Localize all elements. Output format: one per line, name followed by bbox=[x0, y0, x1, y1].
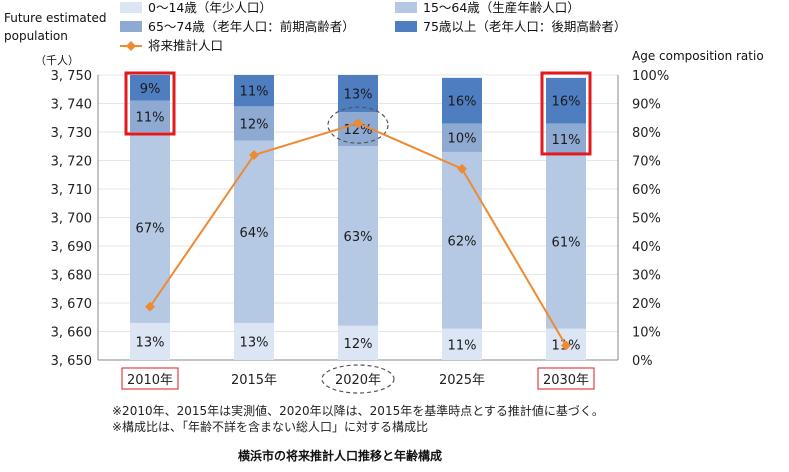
bar-segment bbox=[442, 123, 482, 152]
bar-segment bbox=[546, 154, 586, 329]
right-tick-label: 30% bbox=[632, 269, 661, 284]
bar-data-label: 13% bbox=[240, 335, 269, 350]
bar-segment bbox=[234, 106, 274, 141]
bar-segment bbox=[546, 123, 586, 155]
legend-label: 15～64歳（生産年齢人口） bbox=[423, 0, 580, 15]
bar-data-label: 13% bbox=[136, 335, 165, 350]
bar-data-label: 62% bbox=[448, 234, 477, 249]
left-tick-label: 3, 650 bbox=[51, 354, 92, 369]
left-tick-label: 3, 660 bbox=[51, 326, 92, 341]
right-tick-label: 90% bbox=[632, 98, 661, 113]
population-point bbox=[249, 150, 259, 161]
left-tick-label: 3, 720 bbox=[51, 155, 92, 170]
bar-data-label: 12% bbox=[344, 337, 373, 352]
legend-swatch bbox=[120, 21, 142, 32]
bar-data-label: 67% bbox=[136, 221, 165, 236]
legend-swatch bbox=[395, 2, 417, 13]
bar-data-label: 13% bbox=[344, 88, 373, 103]
bar-data-label: 61% bbox=[552, 236, 581, 251]
right-tick-label: 60% bbox=[632, 183, 661, 198]
bar-segment bbox=[338, 75, 378, 113]
bar-segment bbox=[546, 77, 586, 124]
legend-label: 将来推計人口 bbox=[148, 38, 223, 53]
year-highlight-box bbox=[121, 367, 179, 390]
bar-data-label: 11% bbox=[240, 85, 269, 100]
year-highlight-box bbox=[537, 367, 595, 390]
chart-caption: 横浜市の将来推計人口推移と年齢構成 bbox=[238, 449, 443, 463]
bar-segment bbox=[442, 328, 482, 360]
bar-segment bbox=[130, 322, 170, 360]
left-tick-label: 3, 740 bbox=[51, 98, 92, 113]
year-dashed-ellipse bbox=[321, 364, 395, 394]
right-tick-label: 20% bbox=[632, 297, 661, 312]
right-tick-label: 0% bbox=[632, 354, 653, 369]
note-2: ※構成比は、「年齢不詳を含まない総人口」に対する構成比 bbox=[112, 420, 429, 434]
bar-data-label: 10% bbox=[448, 132, 477, 147]
x-tick-label: 2015年 bbox=[231, 373, 277, 388]
x-tick-label: 2010年 bbox=[127, 373, 173, 388]
bar-data-label: 11% bbox=[552, 133, 581, 148]
legend-label: 65～74歳（老年人口：前期高齢者） bbox=[148, 19, 355, 34]
left-axis-title-line1: Future estimated bbox=[4, 11, 107, 25]
left-tick-label: 3, 680 bbox=[51, 269, 92, 284]
right-tick-label: 70% bbox=[632, 155, 661, 170]
note-1: ※2010年、2015年は実測値、2020年以降は、2015年を基準時点とする推… bbox=[112, 404, 604, 418]
bar-segment bbox=[234, 140, 274, 323]
bar-segment bbox=[338, 325, 378, 360]
bar-data-label: 9% bbox=[140, 82, 161, 97]
bar-data-label: 11% bbox=[448, 338, 477, 353]
highlight-box bbox=[124, 71, 176, 136]
right-tick-label: 80% bbox=[632, 126, 661, 141]
right-tick-label: 10% bbox=[632, 326, 661, 341]
left-tick-label: 3, 750 bbox=[51, 69, 92, 84]
x-tick-label: 2030年 bbox=[543, 373, 589, 388]
legend-line-marker bbox=[126, 41, 136, 51]
bar-segment bbox=[130, 100, 170, 132]
legend-swatch bbox=[120, 2, 142, 13]
highlight-box bbox=[540, 71, 592, 156]
bar-data-label: 12% bbox=[240, 117, 269, 132]
left-tick-label: 3, 700 bbox=[51, 212, 92, 227]
right-axis-title: Age composition ratio bbox=[632, 49, 764, 63]
bar-segment bbox=[338, 146, 378, 326]
dashed-ellipse bbox=[327, 106, 389, 144]
legend-label: 0～14歳（年少人口） bbox=[148, 0, 272, 15]
left-tick-label: 3, 730 bbox=[51, 126, 92, 141]
x-tick-label: 2020年 bbox=[335, 373, 381, 388]
right-tick-label: 100% bbox=[632, 69, 669, 84]
right-tick-label: 50% bbox=[632, 212, 661, 227]
bar-segment bbox=[234, 75, 274, 107]
left-tick-label: 3, 690 bbox=[51, 240, 92, 255]
bar-data-label: 11% bbox=[136, 110, 165, 125]
left-tick-label: 3, 670 bbox=[51, 297, 92, 312]
bar-data-label: 63% bbox=[344, 230, 373, 245]
legend-label: 75歳以上（老年人口：後期高齢者） bbox=[423, 19, 626, 34]
bar-segment bbox=[442, 151, 482, 329]
left-axis-unit: （千人） bbox=[35, 54, 79, 67]
right-tick-label: 40% bbox=[632, 240, 661, 255]
population-point bbox=[561, 340, 571, 351]
bar-data-label: 64% bbox=[240, 226, 269, 241]
bar-data-label: 16% bbox=[552, 95, 581, 110]
x-tick-label: 2025年 bbox=[439, 373, 485, 388]
bar-segment bbox=[442, 77, 482, 124]
population-point bbox=[457, 163, 467, 174]
bar-data-label: 16% bbox=[448, 95, 477, 110]
bar-segment bbox=[234, 322, 274, 360]
left-axis-title-line2: population bbox=[4, 29, 68, 43]
left-tick-label: 3, 710 bbox=[51, 183, 92, 198]
population-point bbox=[145, 301, 155, 312]
legend-swatch bbox=[395, 21, 417, 32]
bar-segment bbox=[130, 75, 170, 101]
bar-segment bbox=[130, 132, 170, 323]
